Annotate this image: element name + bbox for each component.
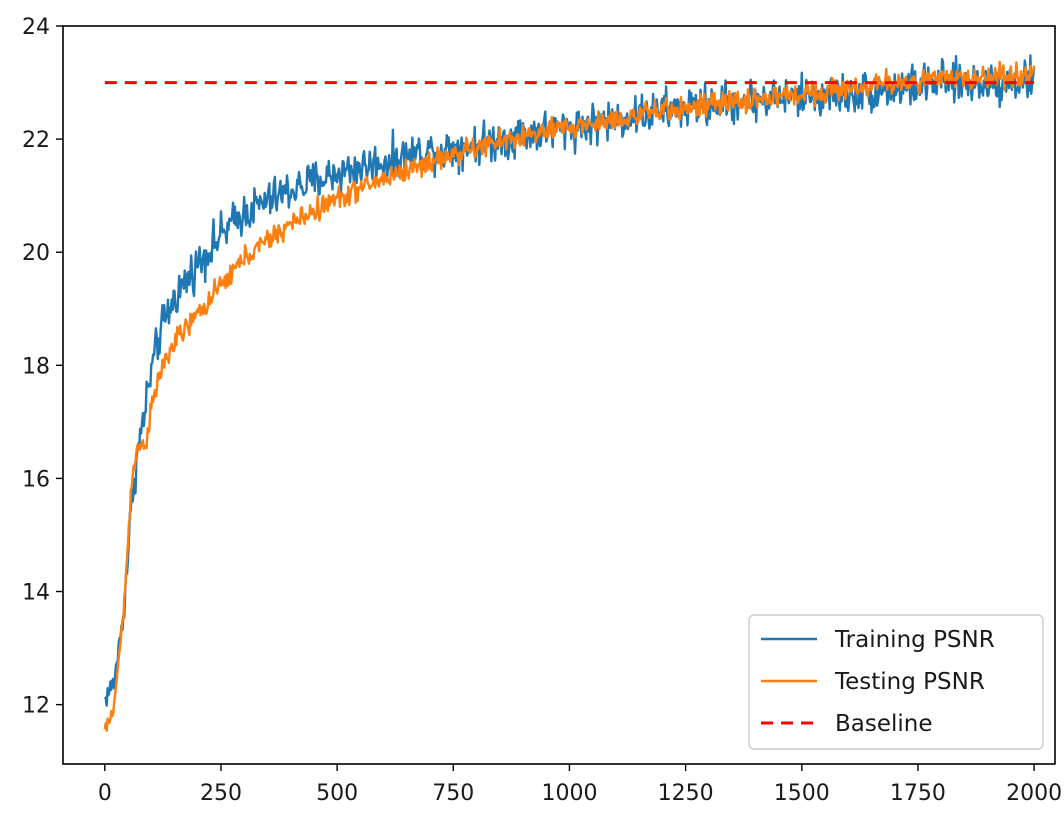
x-tick-label: 250 — [200, 781, 242, 806]
x-tick-label: 750 — [432, 781, 474, 806]
series-layer — [103, 54, 1036, 732]
x-tick-label: 500 — [316, 781, 358, 806]
legend-label-baseline: Baseline — [835, 711, 933, 737]
y-tick-label: 12 — [22, 694, 50, 719]
y-axis: 12 14 16 18 20 22 24 — [22, 15, 63, 719]
x-axis: 0 250 500 750 1000 1250 1500 1750 2000 — [98, 764, 1062, 806]
y-tick-label: 14 — [22, 581, 50, 606]
y-tick-label: 22 — [22, 128, 50, 153]
y-tick-label: 18 — [22, 354, 50, 379]
series-line-testing-psnr — [103, 60, 1036, 732]
series-line-training-psnr — [103, 54, 1036, 707]
y-tick-label: 24 — [22, 15, 50, 40]
legend: Training PSNR Testing PSNR Baseline — [748, 614, 1044, 750]
x-tick-label: 1000 — [541, 781, 597, 806]
legend-box — [748, 614, 1044, 750]
legend-label-training-psnr: Training PSNR — [834, 627, 995, 653]
x-tick-label: 1750 — [890, 781, 946, 806]
x-tick-label: 2000 — [1006, 781, 1062, 806]
x-tick-label: 1500 — [774, 781, 830, 806]
plot-frame — [62, 25, 1056, 765]
x-tick-label: 0 — [98, 781, 112, 806]
y-tick-label: 16 — [22, 467, 50, 492]
legend-label-testing-psnr: Testing PSNR — [834, 669, 985, 695]
y-tick-label: 20 — [22, 241, 50, 266]
x-tick-label: 1250 — [658, 781, 714, 806]
